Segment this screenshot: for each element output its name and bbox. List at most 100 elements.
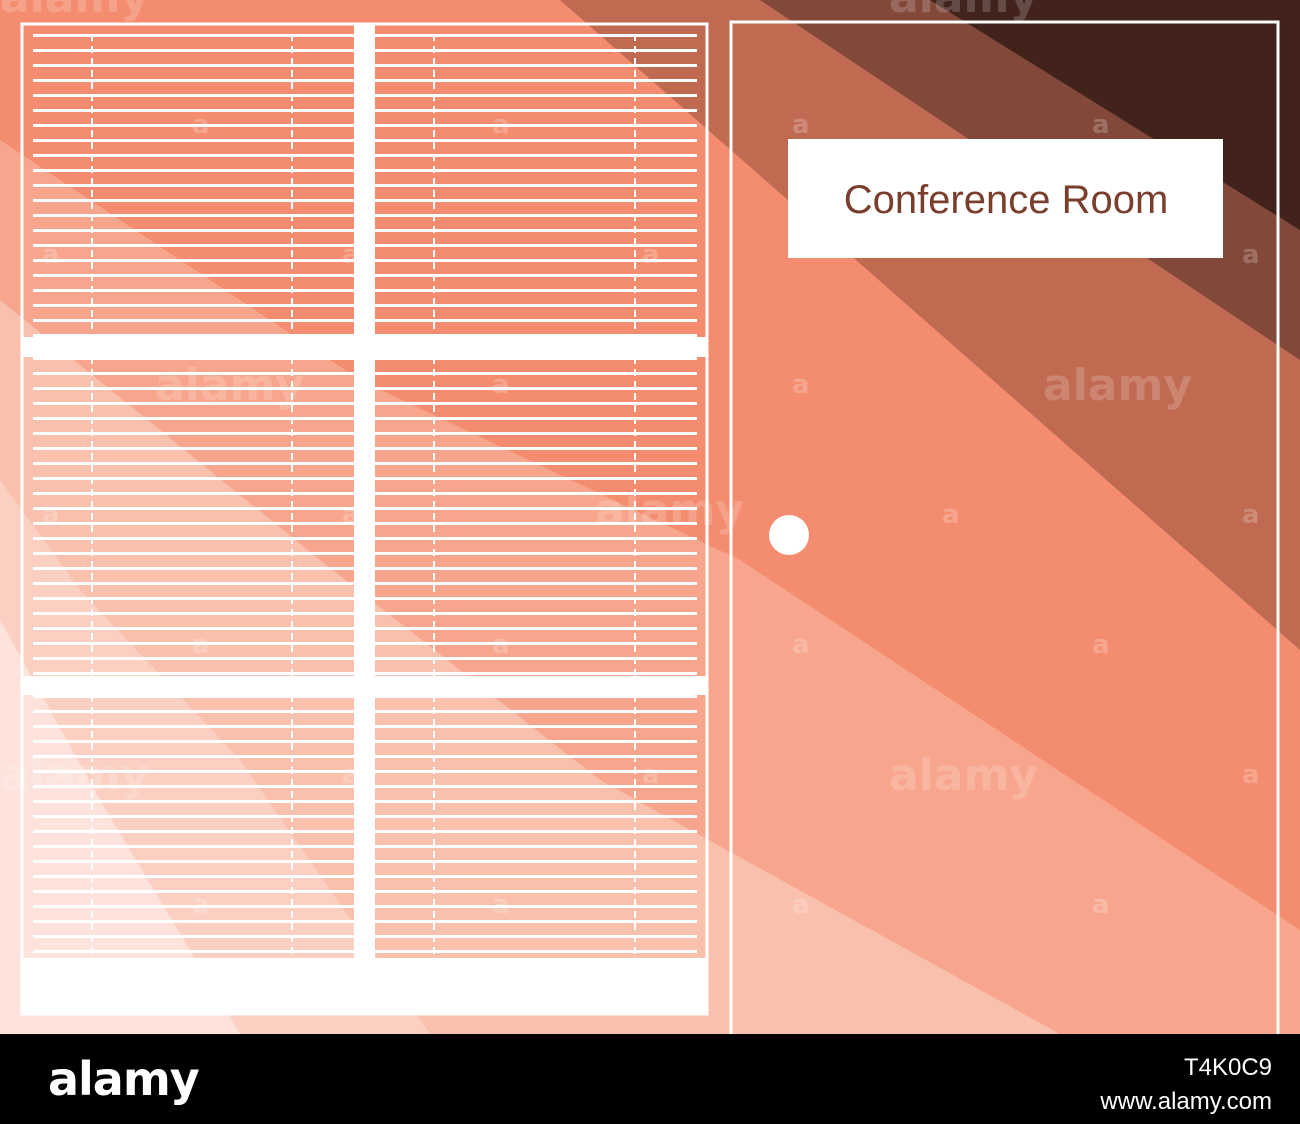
blind-slat bbox=[33, 417, 354, 420]
blind-slat bbox=[33, 304, 354, 307]
blind-slat bbox=[33, 124, 354, 127]
blind-slat bbox=[375, 357, 697, 360]
watermark-mark: a bbox=[42, 500, 60, 530]
blind-slat bbox=[33, 905, 354, 908]
blind-slat bbox=[33, 567, 354, 570]
window-with-blinds bbox=[20, 22, 709, 1016]
watermark-mark: a bbox=[192, 630, 210, 660]
blind-slat bbox=[375, 950, 697, 953]
site-url[interactable]: www.alamy.com bbox=[1100, 1088, 1272, 1115]
blind-slat bbox=[375, 725, 697, 728]
blind-slat bbox=[33, 274, 354, 277]
blind-slat bbox=[375, 657, 697, 660]
blind-slat bbox=[375, 860, 697, 863]
blind-slat bbox=[33, 289, 354, 292]
blind-slat bbox=[375, 244, 697, 247]
blind-slat bbox=[375, 124, 697, 127]
blind-slat bbox=[375, 890, 697, 893]
blind-slat bbox=[33, 740, 354, 743]
blind-slat bbox=[375, 64, 697, 67]
watermark-mark: a bbox=[342, 500, 360, 530]
blind-slat bbox=[33, 642, 354, 645]
brand-logo[interactable]: alamy bbox=[48, 1052, 200, 1106]
watermark-text: alamy bbox=[155, 360, 304, 411]
blind-slat bbox=[33, 79, 354, 82]
blind-slat bbox=[33, 387, 354, 390]
blind-slat bbox=[33, 184, 354, 187]
blind-slat bbox=[33, 372, 354, 375]
blind-slat bbox=[33, 890, 354, 893]
blind-slat bbox=[33, 785, 354, 788]
blind-slat bbox=[375, 710, 697, 713]
watermark-mark: a bbox=[792, 890, 810, 920]
window-sill bbox=[22, 958, 707, 1014]
watermark-text: alamy bbox=[0, 0, 149, 23]
watermark-mark: a bbox=[1242, 760, 1260, 790]
watermark-mark: a bbox=[342, 760, 360, 790]
blind-slat bbox=[375, 800, 697, 803]
blind-slat bbox=[375, 462, 697, 465]
blind-slat bbox=[375, 139, 697, 142]
blind-slat bbox=[33, 755, 354, 758]
watermark-text: alamy bbox=[1043, 360, 1192, 411]
watermark-text: alamy bbox=[0, 750, 149, 801]
watermark-text: alamy bbox=[889, 750, 1038, 801]
blind-slat bbox=[375, 274, 697, 277]
watermark-mark: a bbox=[642, 760, 660, 790]
watermark-mark: a bbox=[492, 890, 510, 920]
watermark-mark: a bbox=[792, 630, 810, 660]
blind-slat bbox=[375, 935, 697, 938]
blind-slat bbox=[33, 357, 354, 360]
blind-slat bbox=[375, 920, 697, 923]
watermark-mark: a bbox=[492, 370, 510, 400]
blind-slat bbox=[33, 710, 354, 713]
blind-slat bbox=[375, 567, 697, 570]
blind-slat bbox=[33, 334, 354, 337]
blind-slat bbox=[375, 319, 697, 322]
blind-slat bbox=[33, 244, 354, 247]
door-frame bbox=[729, 20, 1280, 1034]
blind-slat bbox=[375, 304, 697, 307]
blind-slat bbox=[375, 770, 697, 773]
watermark-mark: a bbox=[792, 110, 810, 140]
blind-slat bbox=[33, 537, 354, 540]
watermark-mark: a bbox=[492, 110, 510, 140]
blind-slat bbox=[375, 612, 697, 615]
blind-slat bbox=[375, 477, 697, 480]
blind-slat bbox=[375, 627, 697, 630]
watermark-mark: a bbox=[192, 890, 210, 920]
watermark-layer: alamy alamy alamy alamy alamy alamy alam… bbox=[0, 0, 1260, 920]
blind-slat bbox=[33, 845, 354, 848]
footer-bar bbox=[0, 1034, 1300, 1124]
office-wall-illustration: Conference Room alamy alamy alamy alamy … bbox=[0, 0, 1300, 1034]
blind-slat bbox=[375, 447, 697, 450]
blind-slat bbox=[33, 139, 354, 142]
blind-slat bbox=[375, 334, 697, 337]
window-blinds bbox=[22, 24, 707, 958]
window-transom bbox=[22, 337, 707, 357]
blind-slat bbox=[33, 800, 354, 803]
blind-slat bbox=[375, 289, 697, 292]
blind-slat bbox=[375, 34, 697, 37]
blind-slat bbox=[33, 830, 354, 833]
blind-slat bbox=[375, 229, 697, 232]
watermark-mark: a bbox=[942, 500, 960, 530]
blind-slat bbox=[375, 875, 697, 878]
blind-slat bbox=[375, 432, 697, 435]
watermark-mark: a bbox=[42, 240, 60, 270]
blind-slat bbox=[33, 860, 354, 863]
blind-slat bbox=[33, 770, 354, 773]
watermark-mark: a bbox=[342, 240, 360, 270]
blind-slat bbox=[375, 815, 697, 818]
blind-slat bbox=[375, 695, 697, 698]
blind-slat bbox=[33, 950, 354, 953]
blind-slat bbox=[375, 259, 697, 262]
door-knob bbox=[769, 515, 809, 555]
watermark-mark: a bbox=[1242, 240, 1260, 270]
blind-slat bbox=[33, 935, 354, 938]
blind-slat bbox=[375, 372, 697, 375]
watermark-mark: a bbox=[1242, 500, 1260, 530]
blind-slat bbox=[33, 109, 354, 112]
blind-slat bbox=[33, 920, 354, 923]
blind-slat bbox=[33, 612, 354, 615]
